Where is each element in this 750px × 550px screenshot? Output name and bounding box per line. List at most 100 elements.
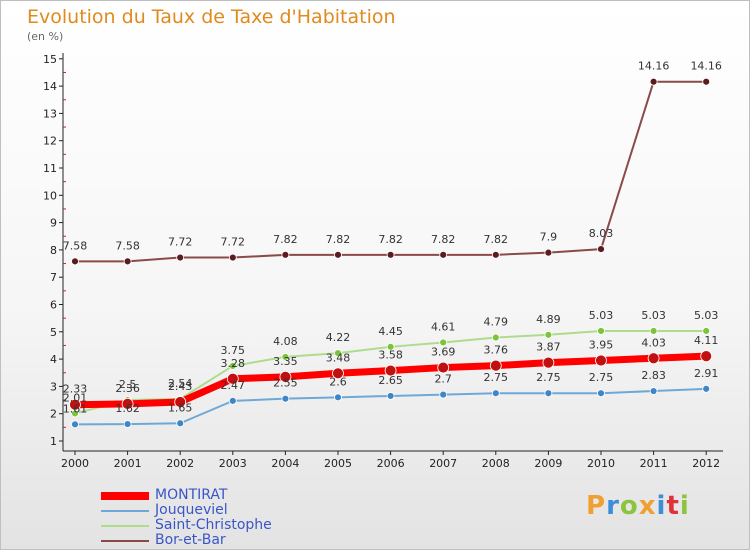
data-point [386,250,395,259]
data-label: 7.72 [168,236,193,249]
data-point [228,253,237,262]
data-point [176,253,185,262]
data-label: 2.91 [694,367,719,380]
data-label: 4.79 [484,316,509,329]
chart-title: Evolution du Taux de Taxe d'Habitation [27,6,396,28]
data-point [71,420,79,429]
x-tick-label: 2005 [324,457,352,470]
data-label: 4.45 [378,325,403,338]
data-label: 7.58 [63,239,88,252]
data-label: 7.82 [273,233,298,246]
data-point [702,77,711,86]
data-label: 3.95 [589,338,614,351]
x-tick-label: 2003 [219,457,247,470]
logo-letter: r [606,491,620,521]
data-label: 4.89 [536,313,561,326]
data-label: 1.65 [168,401,193,414]
data-label: 4.08 [273,335,298,348]
data-point [121,397,134,410]
x-tick-label: 2012 [692,457,720,470]
data-label: 7.82 [326,233,351,246]
x-tick-label: 2004 [271,457,299,470]
logo-letter: x [638,491,657,521]
data-point [384,364,397,377]
data-point [174,396,187,408]
data-point [597,245,605,253]
x-tick-label: 2000 [61,457,89,470]
y-tick-label: 2 [50,408,57,421]
data-label: 3.28 [221,357,246,370]
data-point [69,398,81,411]
data-point [491,333,500,342]
y-tick-label: 8 [50,244,57,257]
data-label: 4.11 [694,334,719,347]
data-label: 14.16 [638,60,670,73]
data-label: 2.75 [536,371,561,384]
legend-label: MONTIRAT [155,487,228,503]
data-label: 5.03 [694,309,719,322]
x-tick-label: 2002 [166,457,194,470]
logo-letter: o [619,491,639,521]
y-unit-label: (en %) [27,30,64,43]
y-tick-label: 1 [50,435,57,448]
x-tick-label: 2009 [534,457,562,470]
data-point [544,330,553,339]
data-label: 2.7 [434,373,452,386]
data-point [702,327,711,335]
data-label: 2.83 [641,369,666,382]
data-point [489,359,502,372]
data-label: 2.75 [484,371,509,384]
data-point [281,250,290,259]
data-point [228,362,237,370]
data-point [123,420,132,428]
legend-label: Jouqueviel [155,502,228,518]
y-tick-label: 11 [43,162,57,175]
logo-letter: P [586,491,607,521]
data-label: 5.03 [641,309,666,322]
data-point [386,342,395,351]
data-label: 2.75 [589,371,614,384]
data-label: 2.5 [119,378,137,391]
data-label: 4.22 [326,331,351,344]
data-label: 2.54 [168,377,193,390]
data-label: 3.75 [221,344,246,357]
data-point [334,349,342,357]
logo-letter: i [679,491,690,521]
data-label: 4.03 [641,336,666,349]
data-point [439,338,448,347]
legend-label: Bor-et-Bar [155,532,226,548]
data-point [702,384,711,393]
y-tick-label: 13 [43,107,57,120]
data-label: 7.9 [540,231,558,244]
data-label: 2.55 [273,377,298,390]
data-point [597,327,605,335]
data-label: 3.69 [431,346,456,359]
data-point [542,356,555,369]
data-point [123,257,132,266]
y-tick-label: 9 [50,217,57,230]
data-point [226,372,239,385]
y-tick-label: 7 [50,271,57,284]
x-tick-label: 2008 [482,457,510,470]
legend-swatch [101,525,149,527]
data-point [176,419,185,428]
data-label: 7.82 [431,233,456,246]
logo-letter: t [666,491,680,521]
data-label: 7.82 [378,233,403,246]
data-label: 5.03 [589,309,614,322]
data-label: 1.61 [63,402,88,415]
data-label: 8.03 [589,227,614,240]
data-point [71,257,79,266]
x-tick-label: 2010 [587,457,615,470]
data-point [700,350,713,362]
data-point [649,387,658,395]
data-point [439,250,448,259]
legend-swatch [101,540,149,542]
x-tick-label: 2006 [377,457,405,470]
y-tick-label: 15 [43,53,57,66]
x-tick-label: 2011 [640,457,668,470]
data-point [544,248,553,257]
data-label: 3.76 [484,344,509,357]
